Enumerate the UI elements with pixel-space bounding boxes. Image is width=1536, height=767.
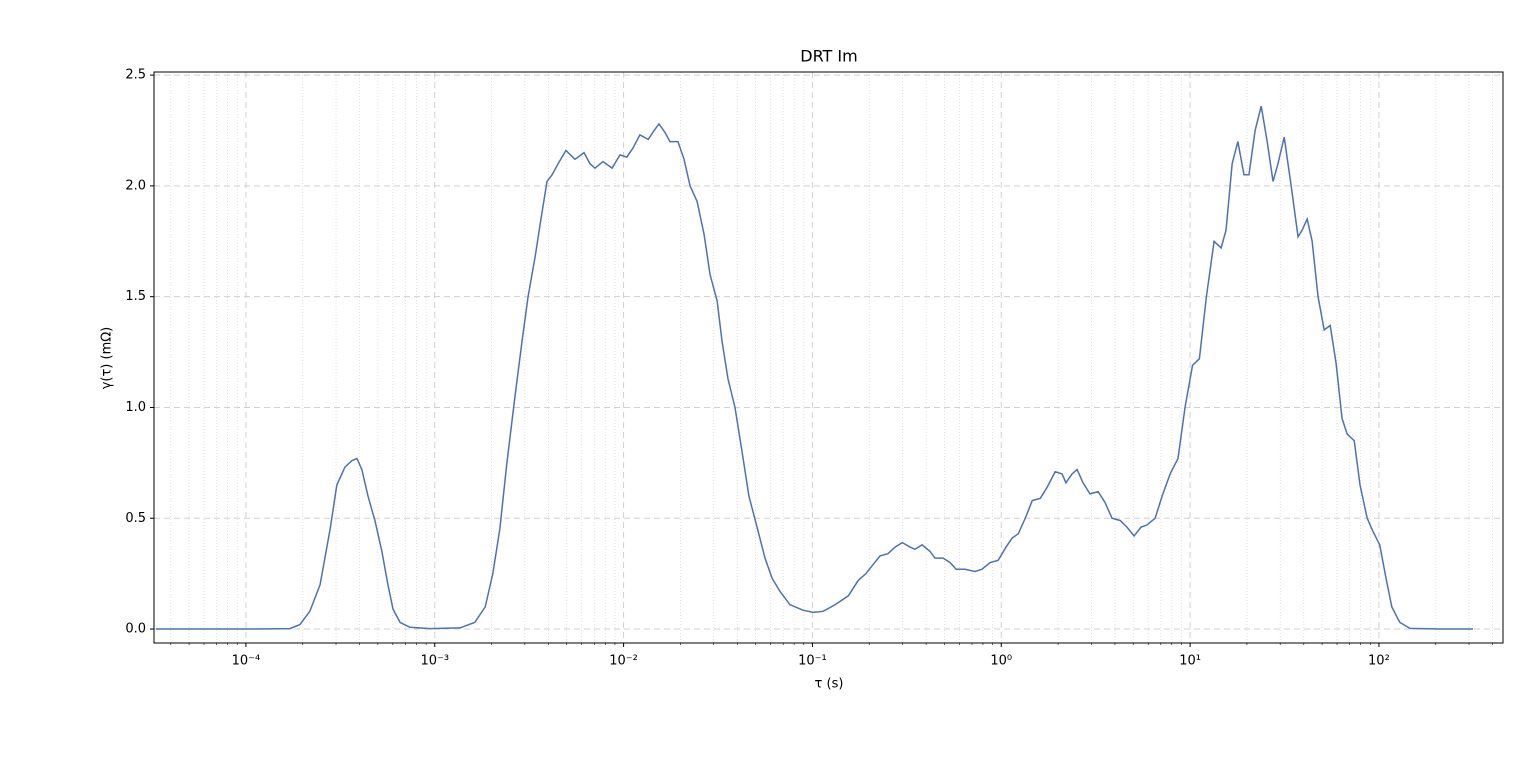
y-tick-label: 2.5	[125, 68, 146, 83]
chart-title: DRT Im	[800, 47, 857, 66]
y-tick-label: 1.0	[125, 400, 146, 415]
x-tick-label: 10⁻²	[609, 654, 638, 669]
y-tick-label: 1.5	[125, 289, 146, 304]
x-tick-label: 10¹	[1179, 654, 1201, 669]
x-tick-label: 10⁻⁴	[232, 654, 261, 669]
x-tick-label: 10⁻³	[420, 654, 449, 669]
x-tick-label: 10⁰	[990, 654, 1012, 669]
x-tick-label: 10²	[1368, 654, 1390, 669]
y-tick-label: 2.0	[125, 178, 146, 193]
y-axis-label: γ(τ) (mΩ)	[100, 327, 115, 390]
y-tick-label: 0.5	[125, 511, 146, 526]
plot-frame	[153, 71, 1504, 644]
y-tick-label: 0.0	[125, 622, 146, 637]
x-axis-label: τ (s)	[815, 677, 844, 692]
data-line	[155, 105, 1474, 630]
x-tick-label: 10⁻¹	[798, 654, 827, 669]
